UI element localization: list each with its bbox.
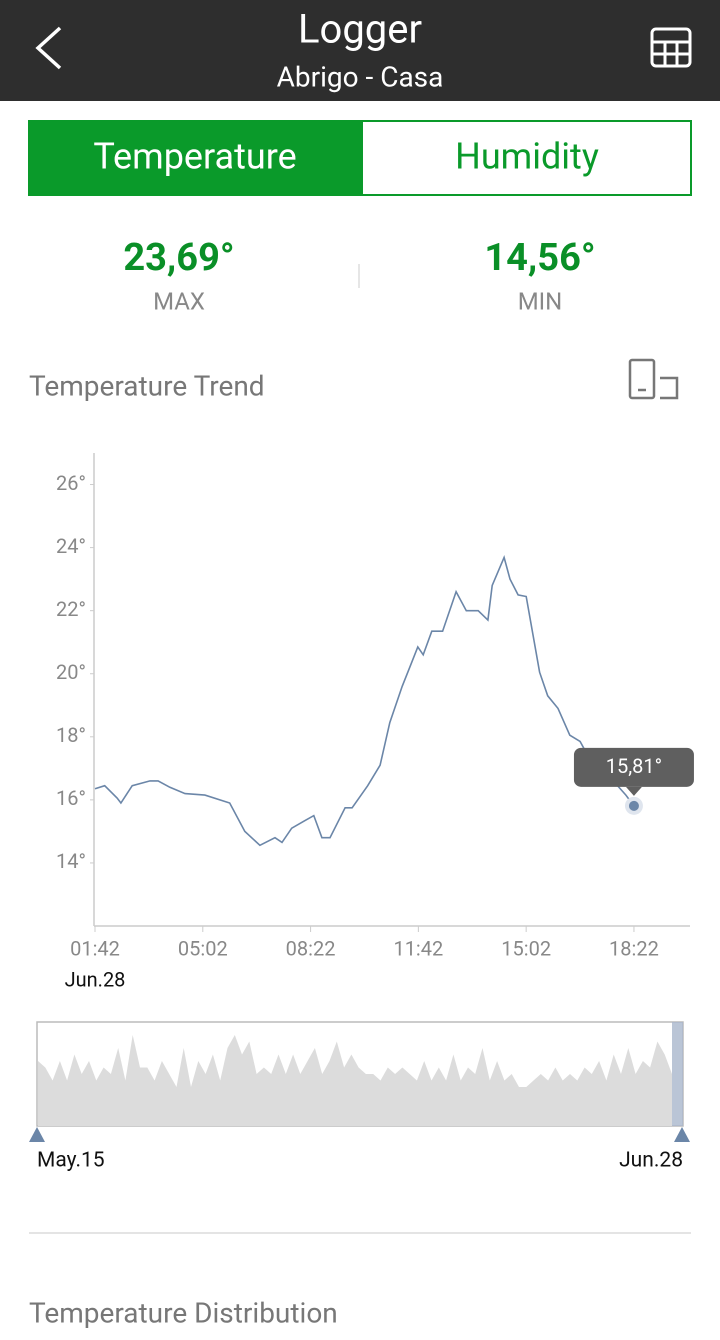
section-title: Temperature Trend bbox=[29, 369, 265, 402]
overview-area bbox=[38, 1035, 672, 1126]
back-button[interactable] bbox=[35, 26, 62, 70]
range-end: Jun.28 bbox=[619, 1149, 683, 1173]
stat-value: 23,69° bbox=[123, 236, 234, 280]
range-start: May.15 bbox=[37, 1149, 105, 1173]
tooltip bbox=[573, 747, 694, 787]
x-tick-label: 18:22 bbox=[609, 936, 659, 960]
selected-point bbox=[628, 800, 639, 811]
x-tick-label: 08:22 bbox=[286, 936, 336, 960]
tab-active[interactable] bbox=[29, 121, 362, 195]
range-handle[interactable] bbox=[29, 1127, 45, 1142]
tab-label: Humidity bbox=[455, 136, 599, 178]
tab-border bbox=[28, 120, 692, 196]
stat-value: 14,56° bbox=[484, 236, 595, 280]
x-tick-label: 11:42 bbox=[393, 936, 443, 960]
y-tick-label: 14° bbox=[56, 849, 86, 873]
x-tick-label: 01:42 bbox=[70, 936, 120, 960]
tab-label: Temperature bbox=[93, 136, 296, 178]
x-date-label: Jun.28 bbox=[65, 967, 126, 991]
y-tick-label: 16° bbox=[56, 786, 86, 810]
chart: 14° 16° 18° 20° 22° 24° 26° 01:42 05:02 08:22 11:4… bbox=[56, 471, 694, 991]
title: Logger bbox=[298, 6, 422, 53]
y-tick-label: 18° bbox=[56, 723, 86, 747]
tooltip-label: 15,81° bbox=[606, 754, 662, 778]
table-button[interactable] bbox=[650, 27, 692, 68]
y-tick-label: 24° bbox=[56, 534, 86, 558]
overview bbox=[38, 1035, 672, 1126]
trend-line bbox=[94, 554, 635, 847]
rotate-button[interactable] bbox=[628, 358, 679, 400]
section-title: Temperature Distribution bbox=[29, 1296, 338, 1329]
y-tick-label: 22° bbox=[56, 597, 86, 621]
stat-label: MIN bbox=[518, 287, 563, 315]
overview-window[interactable] bbox=[672, 1022, 683, 1126]
y-tick-label: 26° bbox=[56, 471, 86, 495]
x-tick-label: 15:02 bbox=[501, 936, 551, 960]
y-tick-label: 20° bbox=[56, 660, 86, 684]
x-tick-label: 05:02 bbox=[178, 936, 228, 960]
subtitle: Abrigo - Casa bbox=[277, 60, 444, 93]
range-handle[interactable] bbox=[674, 1127, 690, 1142]
app-bar bbox=[0, 0, 720, 101]
stat-label: MAX bbox=[153, 287, 205, 315]
tooltip-arrow bbox=[625, 786, 642, 796]
